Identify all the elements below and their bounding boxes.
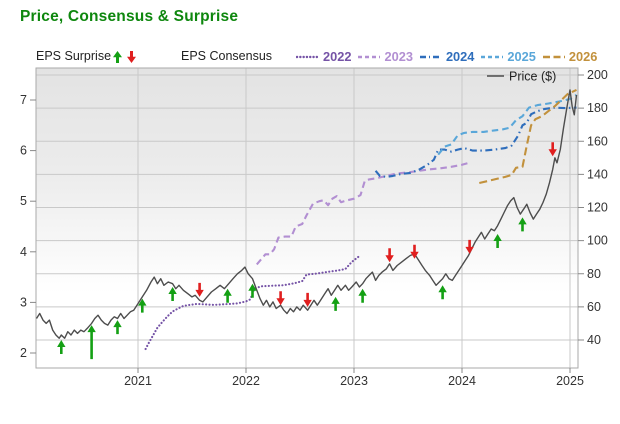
series-line-2024	[374, 106, 577, 178]
surprise-arrow-down	[385, 248, 394, 263]
legend-year-label: 2022	[323, 49, 352, 64]
surprise-arrow-up	[168, 287, 177, 301]
surprise-arrow-up	[113, 320, 122, 335]
legend-row: EPS Surprise EPS Consensus 2022 2023 2024 2…	[0, 48, 620, 65]
series-line-2025	[437, 94, 578, 156]
svg-text:60: 60	[587, 300, 601, 314]
legend-line-sample	[481, 55, 504, 58]
svg-text:5: 5	[20, 194, 27, 208]
legend-year-2025: 2025	[480, 49, 536, 64]
surprise-arrows-layer	[57, 142, 557, 360]
surprise-arrow-down	[276, 291, 285, 306]
plot-border	[35, 67, 579, 369]
chart-title: Price, Consensus & Surprise	[20, 8, 239, 25]
up-arrow-icon	[113, 51, 122, 63]
price-legend: Price ($)	[487, 70, 556, 84]
x-axis: 2021 2022 2023 2024 2025	[124, 368, 584, 388]
svg-text:140: 140	[587, 167, 608, 181]
plot-background	[36, 68, 578, 368]
down-arrow-icon	[127, 51, 136, 63]
svg-text:40: 40	[587, 333, 601, 347]
svg-text:2024: 2024	[448, 374, 476, 388]
svg-text:2022: 2022	[232, 374, 260, 388]
surprise-arrow-down	[195, 282, 204, 297]
svg-text:180: 180	[587, 101, 608, 115]
legend-line-sample	[296, 55, 320, 58]
legend-line-sample	[542, 55, 565, 58]
surprise-arrow-icons	[113, 51, 136, 63]
surprise-arrow-up	[87, 325, 96, 360]
legend-year-label: 2024	[445, 49, 475, 64]
surprise-arrow-down	[410, 244, 419, 259]
surprise-arrow-up	[438, 285, 447, 300]
surprise-arrow-down	[548, 142, 557, 157]
svg-text:2021: 2021	[124, 374, 152, 388]
surprise-arrow-up	[138, 298, 147, 313]
series-line-2026	[479, 88, 577, 185]
legend-year-label: 2023	[384, 49, 413, 64]
series-line-2022	[144, 255, 360, 351]
surprise-arrow-up	[331, 296, 340, 311]
surprise-arrow-up	[358, 288, 367, 303]
svg-text:80: 80	[587, 267, 601, 281]
svg-text:7: 7	[20, 93, 27, 107]
svg-text:160: 160	[587, 134, 608, 148]
svg-text:200: 200	[587, 68, 608, 82]
legend-year-2026: 2026	[542, 49, 597, 64]
eps-consensus-label: EPS Consensus	[181, 49, 273, 63]
surprise-arrow-up	[57, 340, 66, 354]
legend-year-label: 2025	[507, 49, 536, 64]
legend-line-sample	[358, 55, 381, 58]
svg-text:3: 3	[20, 295, 27, 309]
legend-year-2024: 2024	[419, 49, 474, 64]
gridlines	[36, 68, 578, 368]
series-line-price	[35, 89, 578, 339]
svg-text:6: 6	[20, 144, 27, 158]
legend-year-2022: 2022	[296, 49, 351, 64]
svg-text:120: 120	[587, 201, 608, 215]
legend-line-sample	[419, 55, 442, 58]
surprise-arrow-down	[465, 239, 474, 254]
svg-text:2023: 2023	[340, 374, 368, 388]
left-axis: 2 3 4 5 6 7	[20, 93, 36, 360]
svg-text:2025: 2025	[556, 374, 584, 388]
consensus-years-legend: 2022 2023 2024 2025 2026	[296, 48, 603, 65]
right-axis: 40 60 80 100 120 140 160 180 200	[578, 68, 608, 347]
surprise-arrow-up	[493, 234, 502, 248]
svg-text:100: 100	[587, 234, 608, 248]
surprise-arrow-down	[303, 292, 312, 307]
surprise-arrow-up	[223, 288, 232, 303]
surprise-arrow-up	[518, 217, 527, 232]
legend-year-label: 2026	[568, 49, 598, 64]
eps-surprise-label: EPS Surprise	[36, 49, 112, 63]
svg-text:2: 2	[20, 346, 27, 360]
svg-text:4: 4	[20, 245, 27, 259]
surprise-arrow-up	[248, 283, 257, 298]
svg-text:Price ($): Price ($)	[509, 70, 556, 84]
legend-year-2023: 2023	[357, 49, 413, 64]
